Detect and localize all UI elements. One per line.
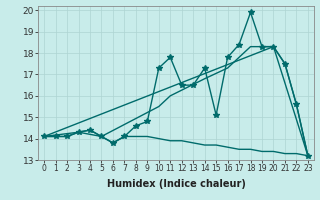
X-axis label: Humidex (Indice chaleur): Humidex (Indice chaleur) [107,179,245,189]
